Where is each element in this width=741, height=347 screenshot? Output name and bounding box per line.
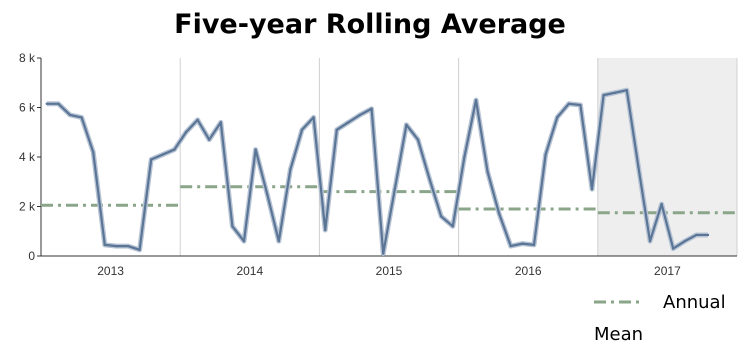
data-point (416, 138, 420, 141)
data-point (405, 123, 408, 127)
data-point (474, 98, 478, 102)
data-point (463, 155, 466, 159)
data-point (231, 225, 234, 228)
data-point (266, 192, 269, 196)
data-point (486, 170, 489, 174)
data-point (706, 233, 710, 237)
data-point (614, 91, 617, 94)
data-point (498, 212, 501, 216)
data-point (556, 116, 559, 119)
data-point (695, 233, 698, 237)
data-point (382, 252, 385, 255)
legend: Annual Mean (594, 292, 726, 345)
data-point (68, 113, 72, 117)
data-point (277, 239, 280, 243)
data-point (45, 102, 48, 105)
data-point (57, 102, 60, 105)
data-point (208, 138, 211, 141)
x-tick-labels: 2013 2014 2015 2016 2017 (97, 264, 681, 278)
data-point (115, 244, 118, 248)
data-point (625, 88, 628, 92)
data-point (672, 247, 675, 250)
y-tick-label: 4 k (19, 150, 36, 164)
data-point (196, 118, 199, 122)
data-point (358, 113, 362, 117)
data-point (393, 187, 396, 191)
data-point (300, 128, 304, 131)
data-point (648, 239, 652, 243)
data-point (451, 225, 454, 228)
y-tick-label: 6 k (19, 101, 36, 115)
data-point (335, 128, 338, 131)
legend-label-line-2: Mean (594, 324, 643, 345)
data-point (138, 248, 141, 252)
y-tick-label: 0 (28, 249, 35, 263)
data-point (567, 102, 570, 105)
data-point (324, 228, 327, 232)
data-point (590, 187, 594, 191)
data-point (92, 150, 95, 154)
data-point (150, 158, 153, 161)
data-point (544, 153, 547, 156)
data-point (254, 148, 257, 151)
data-point (370, 107, 373, 110)
x-tick-label: 2016 (515, 264, 542, 278)
data-point (80, 116, 83, 119)
legend-label-line-1: Annual (663, 292, 726, 313)
data-point (683, 239, 686, 243)
data-point (440, 215, 443, 218)
x-tick-label: 2013 (97, 264, 124, 278)
y-tick-label: 2 k (19, 200, 36, 214)
data-point (579, 103, 582, 107)
data-point (289, 168, 292, 171)
data-point (312, 116, 315, 119)
data-point (173, 148, 176, 151)
data-point (532, 243, 536, 247)
data-point (428, 178, 431, 181)
series-line (46, 89, 708, 255)
data-point (660, 202, 663, 206)
data-point (103, 243, 107, 247)
data-point (161, 153, 164, 156)
data-point (347, 121, 350, 124)
y-tick-label: 8 k (19, 51, 36, 65)
chart-title: Five-year Rolling Average (174, 9, 566, 40)
data-point (509, 244, 512, 248)
data-point (126, 244, 130, 248)
data-point (242, 239, 246, 243)
x-tick-label: 2014 (236, 264, 263, 278)
y-tick-labels: 0 2 k 4 k 6 k 8 k (19, 51, 41, 263)
x-tick-label: 2015 (376, 264, 403, 278)
data-point (184, 131, 188, 134)
data-point (602, 93, 605, 97)
x-tick-label: 2017 (654, 264, 681, 278)
data-point (521, 242, 524, 245)
rolling-average-series (45, 87, 710, 257)
data-point (637, 165, 640, 169)
data-point (219, 121, 222, 124)
